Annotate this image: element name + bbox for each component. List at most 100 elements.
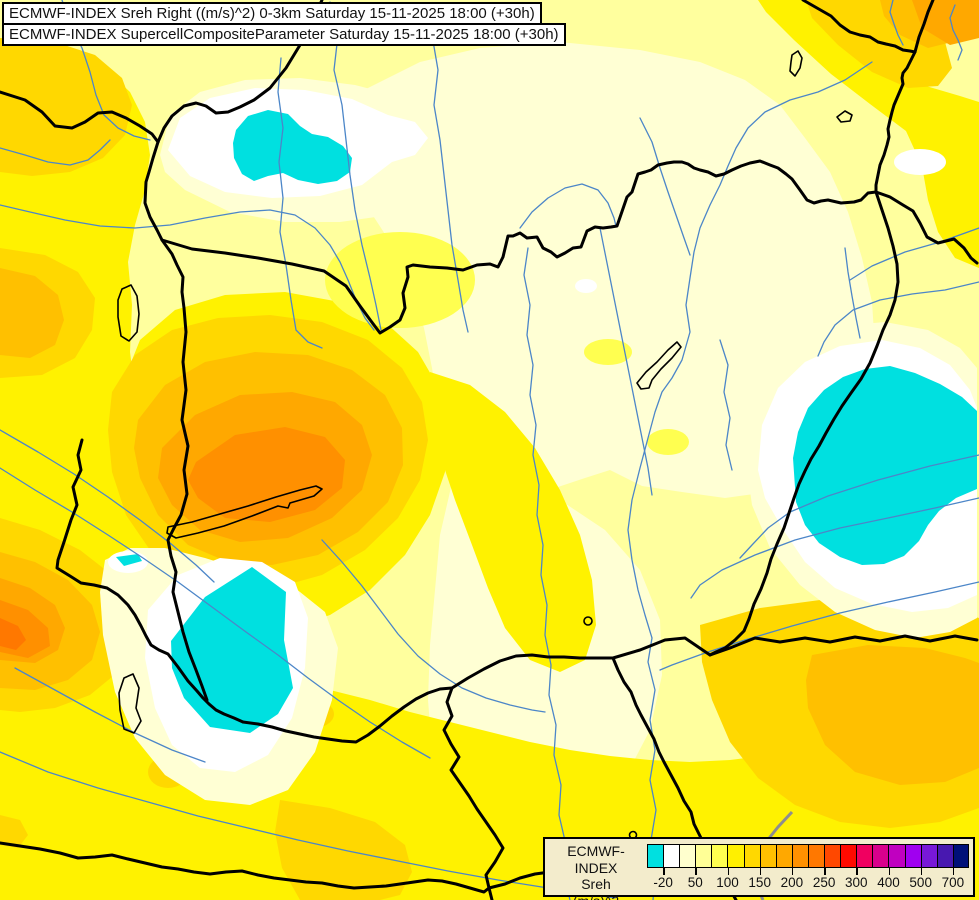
title-line-2: ECMWF-INDEX SupercellCompositeParameter …	[2, 23, 566, 46]
river-vah	[329, 1, 382, 331]
contour-white-spot-center	[575, 279, 597, 293]
legend-swatch-9	[791, 844, 808, 868]
legend-swatch-2	[679, 844, 696, 868]
legend-tickmark-5	[824, 868, 826, 875]
contour-softyellow-spot-center	[325, 232, 475, 328]
legend-swatch-15	[888, 844, 905, 868]
title-bar: ECMWF-INDEX Sreh Right ((m/s)^2) 0-3km S…	[2, 2, 566, 46]
border-sk-ua-2	[874, 0, 935, 194]
reservoir-ne-1-outline	[789, 50, 803, 77]
river-maros	[659, 581, 979, 671]
lake-tisza-outline	[636, 341, 682, 390]
river-ipel	[519, 183, 617, 229]
legend-swatch-19	[952, 844, 969, 868]
legend-parameter-label: Sreh	[581, 876, 611, 892]
border-srb-ro	[611, 634, 979, 660]
legend-swatch-5	[727, 844, 744, 868]
river-nitra	[277, 57, 323, 349]
border-hu-sk-north	[160, 159, 878, 335]
river-ne-1	[889, 0, 904, 46]
legend-swatch-0	[647, 844, 664, 868]
legend-ticklabel-9: 700	[941, 875, 965, 890]
legend-tickmark-0	[663, 868, 665, 875]
contour-softyellow-spot-2	[647, 429, 689, 455]
contour-amber-southeast	[806, 645, 979, 785]
legend-swatch-12	[840, 844, 857, 868]
river-koros-1	[690, 497, 979, 599]
legend-swatch-18	[936, 844, 953, 868]
legend-swatch-4	[711, 844, 728, 868]
river-raba	[0, 204, 375, 331]
river-mura	[0, 429, 215, 583]
river-koros-2	[739, 454, 979, 559]
legend-swatch-6	[743, 844, 760, 868]
negative-area-cyan-east	[793, 366, 977, 565]
legend-ticklabel-0: -20	[653, 875, 673, 890]
border-ro-ua	[874, 190, 979, 265]
negative-area-cyan-top	[233, 110, 352, 184]
legend-ticklabel-4: 200	[780, 875, 804, 890]
lake-outlines	[117, 50, 853, 840]
legend-product-label: ECMWF-INDEX	[567, 843, 625, 876]
river-kapos	[14, 667, 206, 763]
lake-southwest-outline	[118, 673, 142, 734]
river-kraszna	[849, 227, 979, 281]
legend-ticklabel-6: 300	[845, 875, 868, 890]
legend-ticklabel-1: 50	[687, 875, 703, 890]
border-sk-ua-1	[801, 0, 917, 54]
border-cz-sk	[156, 0, 324, 144]
legend-tickmark-9	[952, 868, 955, 875]
legend-ticklabel-3: 150	[748, 875, 771, 890]
legend-ticklabel-8: 500	[909, 875, 932, 890]
contour-yellow-south-field	[0, 548, 979, 900]
river-sava	[0, 751, 616, 899]
reservoir-ne-2-outline	[836, 110, 853, 123]
contour-white-spot-east	[894, 149, 946, 175]
legend-swatch-1	[663, 844, 680, 868]
legend-ticklabel-5: 250	[812, 875, 836, 890]
negative-area-cyan-sliver	[116, 554, 142, 566]
legend-swatch-13	[856, 844, 873, 868]
river-sio	[321, 539, 546, 713]
legend-labels: ECMWF-INDEX Sreh (m/s)^2	[547, 843, 645, 900]
lake-balaton-outline	[166, 485, 323, 539]
legend-tickmark-6	[856, 868, 858, 875]
river-zagyva	[599, 227, 653, 496]
river-hron	[431, 34, 469, 333]
legend-swatch-8	[775, 844, 792, 868]
legend-colorbar	[647, 844, 969, 868]
contour-softyellow-spot-1	[584, 339, 632, 365]
legend-ticklabel-2: 100	[716, 875, 739, 890]
river-ne-2	[949, 4, 963, 61]
border-hu-ro	[708, 190, 900, 657]
river-hortobagy	[719, 339, 733, 471]
negative-area-cyan-southwest	[171, 567, 293, 733]
legend-unit-label: (m/s)^2	[547, 893, 645, 900]
title-line-1: ECMWF-INDEX Sreh Right ((m/s)^2) 0-3km S…	[2, 2, 542, 25]
border-at-cz	[0, 90, 160, 144]
legend-tickmark-2	[727, 868, 729, 875]
legend-box: ECMWF-INDEX Sreh (m/s)^2 -20 50 100 150 200 2…	[543, 837, 975, 900]
contour-gold-left-edge-sliver	[0, 815, 28, 848]
border-at-hu-si	[143, 140, 209, 702]
river-tisza	[627, 61, 873, 900]
contour-amber-left-mid	[0, 268, 64, 358]
river-into-east-basin	[844, 247, 861, 339]
lake-neusiedl-outline	[117, 284, 140, 342]
border-danube-hr-srb	[442, 686, 505, 900]
river-bodrog	[639, 117, 691, 256]
legend-tickmark-8	[920, 868, 923, 875]
legend-swatch-16	[904, 844, 921, 868]
legend-swatch-11	[824, 844, 841, 868]
legend-swatch-17	[920, 844, 937, 868]
small-lake-1-outline	[583, 616, 593, 626]
border-hu-srb	[450, 653, 615, 690]
river-szamos	[817, 281, 979, 357]
legend-swatch-7	[759, 844, 776, 868]
border-hu-hr-drava	[241, 686, 454, 744]
river-west-1	[0, 139, 111, 166]
